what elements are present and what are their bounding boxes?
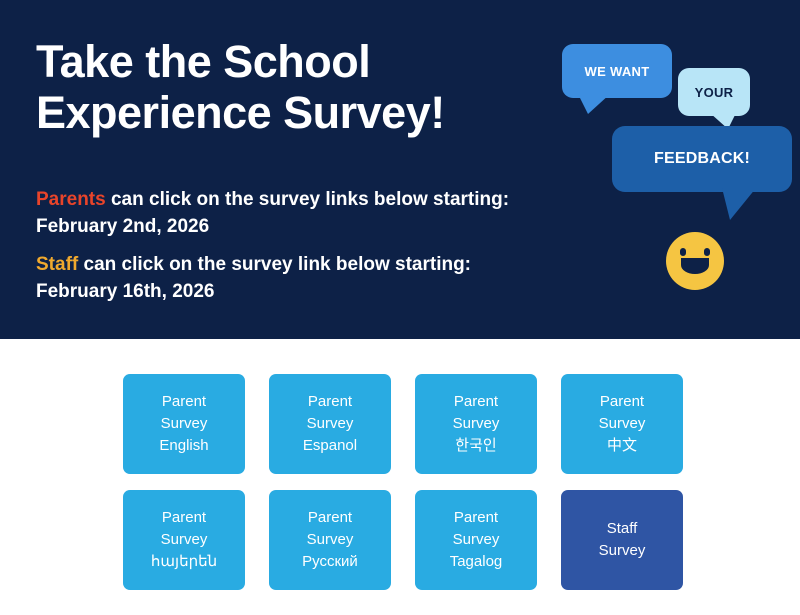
survey-button-line-2: Survey bbox=[160, 531, 208, 548]
smiley-mouth bbox=[681, 258, 709, 274]
survey-button-line-1: Parent bbox=[307, 393, 353, 410]
survey-button-line-3: 한국인 bbox=[455, 437, 497, 454]
staff-start-date: February 16th, 2026 bbox=[36, 281, 215, 302]
survey-button-line-3: Русский bbox=[302, 553, 358, 570]
staff-label: Staff bbox=[36, 254, 79, 275]
smiley-eye-right bbox=[704, 248, 710, 256]
survey-button-line-1: Staff bbox=[606, 520, 638, 537]
survey-button-grid: Parent Survey English Parent Survey Espa… bbox=[123, 374, 683, 590]
speech-bubble-your-label: YOUR bbox=[694, 84, 734, 100]
page-title: Take the School Experience Survey! bbox=[36, 36, 576, 138]
survey-button-line-2: Survey bbox=[598, 542, 646, 559]
staff-instruction: Staff can click on the survey link below… bbox=[36, 251, 471, 305]
survey-button-line-2: Survey bbox=[452, 415, 500, 432]
survey-button-parent-armenian[interactable]: Parent Survey հայերեն bbox=[123, 490, 245, 590]
survey-button-line-3: Tagalog bbox=[449, 553, 503, 570]
page-title-line-2: Experience Survey! bbox=[36, 87, 445, 138]
survey-button-line-1: Parent bbox=[599, 393, 645, 410]
speech-bubble-we-want-label: WE WANT bbox=[584, 63, 650, 79]
parents-start-date: February 2nd, 2026 bbox=[36, 216, 210, 237]
survey-button-staff[interactable]: Staff Survey bbox=[561, 490, 683, 590]
survey-button-parent-chinese[interactable]: Parent Survey 中文 bbox=[561, 374, 683, 474]
survey-button-line-2: Survey bbox=[452, 531, 500, 548]
survey-button-parent-korean[interactable]: Parent Survey 한국인 bbox=[415, 374, 537, 474]
survey-button-parent-english[interactable]: Parent Survey English bbox=[123, 374, 245, 474]
survey-button-line-1: Parent bbox=[453, 393, 499, 410]
page-title-line-1: Take the School bbox=[36, 36, 371, 87]
speech-bubble-feedback-label: FEEDBACK! bbox=[653, 150, 751, 167]
survey-button-line-3: Espanol bbox=[302, 437, 358, 454]
survey-button-line-1: Parent bbox=[161, 393, 207, 410]
speech-bubble-feedback: FEEDBACK! bbox=[612, 126, 792, 220]
staff-instruction-line: Staff can click on the survey link below… bbox=[36, 251, 471, 278]
survey-button-line-3: հայերեն bbox=[150, 553, 218, 570]
survey-button-parent-espanol[interactable]: Parent Survey Espanol bbox=[269, 374, 391, 474]
smiley-eye-left bbox=[680, 248, 686, 256]
survey-button-line-3: 中文 bbox=[606, 437, 637, 454]
survey-button-line-3: English bbox=[159, 437, 209, 454]
parents-instruction-line: Parents can click on the survey links be… bbox=[36, 186, 509, 213]
hero-banner: Take the School Experience Survey! Paren… bbox=[0, 0, 800, 339]
survey-button-line-1: Parent bbox=[161, 509, 207, 526]
survey-button-line-1: Parent bbox=[307, 509, 353, 526]
survey-button-line-2: Survey bbox=[306, 415, 354, 432]
parents-instruction-text: can click on the survey links below star… bbox=[105, 189, 510, 210]
parents-instruction: Parents can click on the survey links be… bbox=[36, 186, 509, 240]
survey-button-line-2: Survey bbox=[598, 415, 646, 432]
speech-bubble-your: YOUR bbox=[678, 68, 750, 129]
survey-button-parent-russian[interactable]: Parent Survey Русский bbox=[269, 490, 391, 590]
speech-bubble-illustration: WE WANT YOUR FEEDBACK! bbox=[548, 20, 792, 320]
parents-label: Parents bbox=[36, 189, 106, 210]
survey-button-parent-tagalog[interactable]: Parent Survey Tagalog bbox=[415, 490, 537, 590]
survey-button-line-1: Parent bbox=[453, 509, 499, 526]
survey-button-line-2: Survey bbox=[306, 531, 354, 548]
smiley-face-icon bbox=[666, 232, 724, 290]
survey-button-line-2: Survey bbox=[160, 415, 208, 432]
staff-instruction-text: can click on the survey link below start… bbox=[78, 254, 472, 275]
speech-bubble-we-want: WE WANT bbox=[562, 44, 672, 114]
